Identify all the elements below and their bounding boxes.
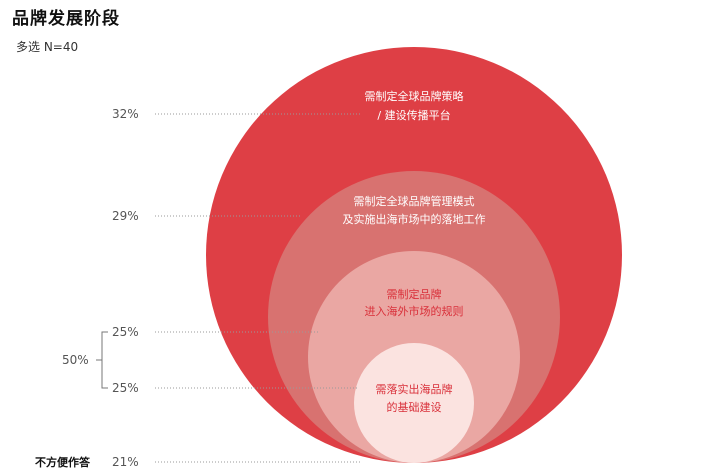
group-bracket-value: 50% [62,353,89,367]
no-answer-value: 21% [112,455,139,469]
stage-1-label-line-1: 需制定全球品牌策略 [365,89,464,103]
stage-2-label-line-1: 需制定全球品牌管理模式 [354,194,475,208]
no-answer-label: 不方便作答 [35,455,91,469]
stage-1-value: 32% [112,107,139,121]
stage-2-value: 29% [112,209,139,223]
stage-4-label-line-2: 的基础建设 [387,400,442,414]
group-bracket [101,331,108,389]
stage-3-label-line-2: 进入海外市场的规则 [365,304,464,318]
circle-stage-4 [354,343,474,463]
stage-3-label-line-1: 需制定品牌 [387,287,442,301]
stage-4-label-line-1: 需落实出海品牌 [376,382,453,396]
stage-3-value: 25% [112,325,139,339]
stage-2-label-line-2: 及实施出海市场中的落地工作 [343,212,486,226]
chart-title: 品牌发展阶段 [12,9,120,29]
stage-4-value: 25% [112,381,139,395]
chart-subtitle: 多选 N=40 [16,40,79,54]
stage-1-label-line-2: / 建设传播平台 [377,108,450,122]
